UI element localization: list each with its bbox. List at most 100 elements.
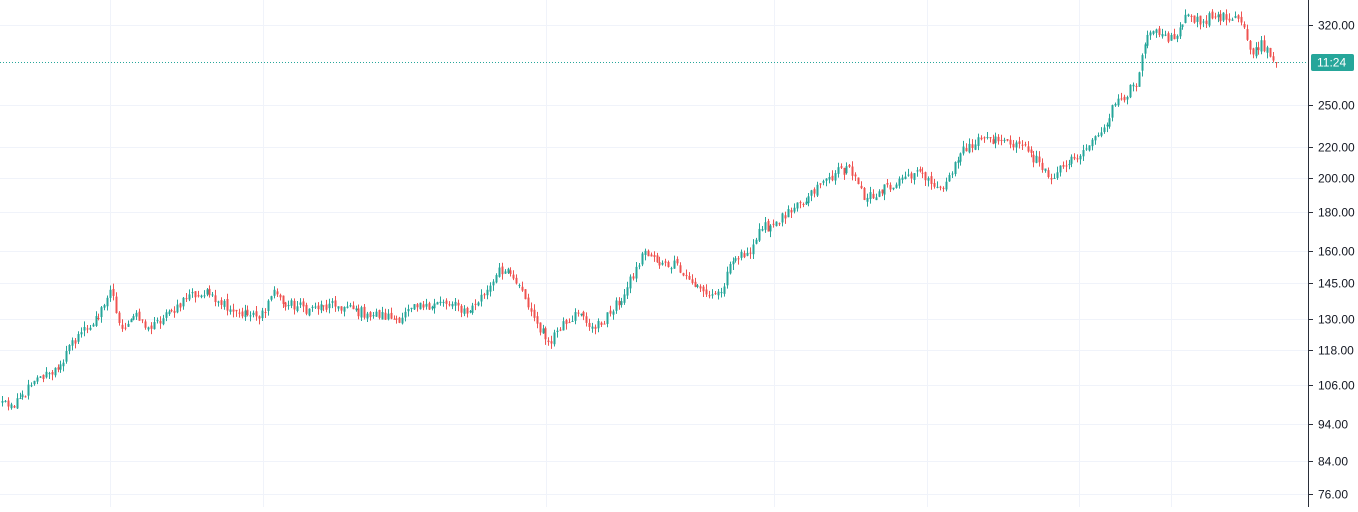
candle xyxy=(860,181,863,190)
candle xyxy=(544,326,547,345)
candle-body xyxy=(761,229,764,231)
candle xyxy=(574,308,577,325)
candle-body xyxy=(764,222,767,230)
candle-body xyxy=(591,326,594,329)
candle xyxy=(857,177,860,185)
candle xyxy=(705,284,708,297)
candle-body xyxy=(267,300,270,311)
candle-body xyxy=(203,295,206,297)
candle xyxy=(407,304,410,317)
candle-body xyxy=(796,202,799,209)
candle-body xyxy=(682,273,685,276)
candle-body xyxy=(454,301,457,306)
candle xyxy=(921,167,924,179)
candle xyxy=(1,395,4,407)
candle-body xyxy=(144,321,147,328)
candle xyxy=(951,171,954,178)
candle xyxy=(1225,9,1228,26)
candle xyxy=(848,163,851,168)
candle-body xyxy=(97,318,100,320)
candle-body xyxy=(954,162,957,174)
candle-body xyxy=(968,143,971,153)
candle-body xyxy=(191,292,194,294)
candle xyxy=(267,299,270,316)
candle-body xyxy=(942,187,945,189)
candle-body xyxy=(1126,96,1129,100)
candle xyxy=(314,302,317,310)
candle-body xyxy=(1047,170,1050,178)
candle xyxy=(1255,42,1258,59)
candle xyxy=(805,197,808,205)
candle xyxy=(80,327,83,338)
candle xyxy=(197,290,200,298)
candle xyxy=(1012,139,1015,151)
candle xyxy=(168,309,171,316)
candle-body xyxy=(1123,96,1126,101)
current-price-label: 11:24 xyxy=(1317,56,1346,70)
candle-body xyxy=(1184,14,1187,23)
y-axis[interactable]: 320.00 250.00 220.00 200.00 180.00 160.00 145.… xyxy=(1308,0,1355,507)
candle xyxy=(331,298,334,309)
candle-body xyxy=(337,306,340,309)
candle xyxy=(1252,47,1255,59)
candle-body xyxy=(957,160,960,163)
candle xyxy=(591,322,594,333)
candle-body xyxy=(919,169,922,172)
candle xyxy=(968,138,971,154)
candle xyxy=(100,305,103,323)
candle xyxy=(249,311,252,322)
y-tick-label: 250.00 xyxy=(1318,99,1355,113)
candle xyxy=(27,379,30,400)
candle xyxy=(311,305,314,312)
candle-body xyxy=(62,362,65,367)
candle-body xyxy=(1146,34,1149,46)
candle-body xyxy=(790,210,793,213)
candle-body xyxy=(802,203,805,205)
candle xyxy=(1047,167,1050,179)
candle-body xyxy=(92,324,95,327)
candle-body xyxy=(933,182,936,187)
candle-body xyxy=(536,316,539,324)
candle-body xyxy=(21,394,24,398)
candle-body xyxy=(439,301,442,304)
candle xyxy=(1231,17,1234,21)
candle xyxy=(527,293,530,310)
candle xyxy=(109,285,112,302)
candle xyxy=(54,367,57,378)
candle-body xyxy=(460,305,463,313)
candle-body xyxy=(1018,141,1021,144)
candle-body xyxy=(1114,103,1117,106)
candle xyxy=(1065,160,1068,173)
candle-body xyxy=(469,311,472,313)
candle xyxy=(1106,122,1109,133)
candle-body xyxy=(232,309,235,312)
y-tick-label: 180.00 xyxy=(1318,206,1355,220)
candle-body xyxy=(1190,15,1193,17)
candle-body xyxy=(1053,177,1056,179)
candle-body xyxy=(7,400,10,407)
candle xyxy=(1263,35,1266,53)
candle xyxy=(734,256,737,263)
candle xyxy=(1211,9,1214,20)
candle-body xyxy=(910,173,913,179)
candle-body xyxy=(270,296,273,300)
candle xyxy=(992,134,995,145)
candle xyxy=(658,256,661,269)
candle-body xyxy=(284,302,287,307)
candle xyxy=(308,308,311,317)
candle xyxy=(711,289,714,299)
candle xyxy=(749,247,752,259)
candle-body xyxy=(1076,158,1079,160)
candle xyxy=(974,139,977,151)
candle xyxy=(553,329,556,347)
candle xyxy=(615,297,618,314)
candle-body xyxy=(258,316,261,319)
candle xyxy=(892,187,895,191)
candle-body xyxy=(1275,62,1278,64)
candle xyxy=(349,302,352,308)
candle-body xyxy=(279,294,282,298)
candle xyxy=(568,318,571,324)
candle-body xyxy=(620,301,623,305)
candle-body xyxy=(463,308,466,314)
